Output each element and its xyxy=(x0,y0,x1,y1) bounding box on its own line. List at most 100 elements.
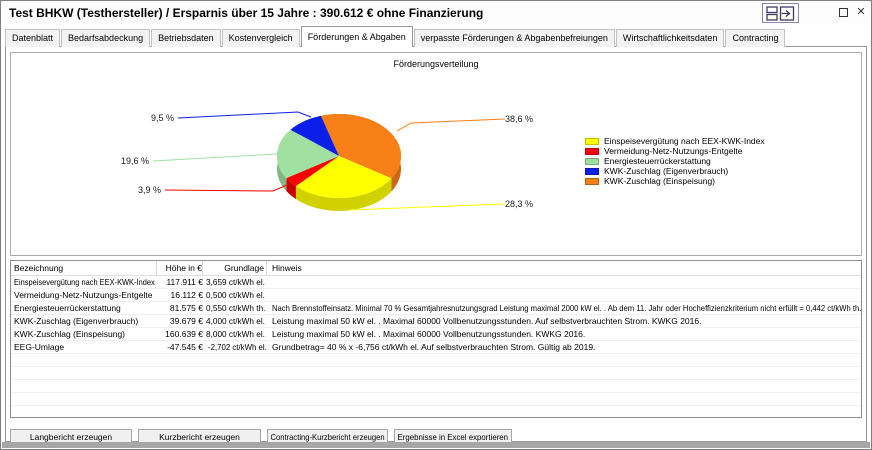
pie-chart xyxy=(152,111,506,211)
button-label: Ergebnisse in Excel exportieren xyxy=(397,432,509,442)
table-row[interactable] xyxy=(11,393,861,406)
table-cell-text: 8,000 ct/kWh el. xyxy=(206,329,265,339)
table-cell xyxy=(267,406,861,417)
table-cell xyxy=(203,406,267,417)
table-cell: 0,550 ct/kWh th. xyxy=(203,302,267,314)
table-cell: KWK-Zuschlag (Eigenverbrauch) xyxy=(11,315,157,327)
tab-6[interactable]: verpasste Förderungen & Abgabenbefreiung… xyxy=(413,29,615,47)
table-cell xyxy=(157,393,203,405)
legend-label: KWK-Zuschlag (Eigenverbrauch) xyxy=(604,166,729,176)
table-cell-text: Grundbetrag= 40 % x -6,756 ct/kWh el. Au… xyxy=(272,342,596,352)
pie-label-line xyxy=(348,203,506,211)
legend-swatch-icon xyxy=(585,147,599,155)
window-layout-button[interactable] xyxy=(762,3,799,23)
table-cell-text: KWK-Zuschlag (Eigenverbrauch) xyxy=(14,316,139,326)
tab-1[interactable]: Datenblatt xyxy=(5,29,61,47)
table-cell xyxy=(267,354,861,366)
legend-item: KWK-Zuschlag (Eigenverbrauch) xyxy=(585,166,765,176)
table-cell xyxy=(11,354,157,366)
tab-4[interactable]: Kostenvergleich xyxy=(221,29,300,47)
table-cell xyxy=(203,367,267,379)
table-cell xyxy=(157,380,203,392)
legend-item: Energiesteuerrückerstattung xyxy=(585,156,765,166)
table-cell: Leistung maximal 50 kW el. . Maximal 600… xyxy=(267,315,861,327)
table-cell-text: -2,702 ct/kWh el. xyxy=(207,342,267,352)
table-cell-text: Leistung maximal 50 kW el. . Maximal 600… xyxy=(272,316,702,326)
title-bar: Test BHKW (Testhersteller) / Ersparnis ü… xyxy=(2,1,870,25)
results-table: Bezeichnung Höhe in € Grundlage Hinweis … xyxy=(10,260,862,418)
table-row[interactable] xyxy=(11,367,861,380)
legend-label: KWK-Zuschlag (Einspeisung) xyxy=(604,176,716,186)
pie-slice-side xyxy=(286,178,296,200)
column-header-hoehe[interactable]: Höhe in € xyxy=(157,261,203,275)
table-cell-text: 3,659 ct/kWh el. xyxy=(206,277,265,287)
column-header-grundlage[interactable]: Grundlage xyxy=(203,261,267,275)
table-cell-text: Leistung maximal 50 kW el. . Maximal 600… xyxy=(272,329,586,339)
table-cell xyxy=(267,380,861,392)
table-cell xyxy=(267,289,861,301)
table-row[interactable]: KWK-Zuschlag (Eigenverbrauch) 39.679 €4,0… xyxy=(11,315,861,328)
table-cell: Nach Brennstoffeinsatz. Minimal 70 % Ges… xyxy=(267,302,861,314)
pie-percent-label: 19,6 % xyxy=(120,156,149,166)
table-cell: KWK-Zuschlag (Einspeisung) xyxy=(11,328,157,340)
table-cell: Einspeisevergütung nach EEX-KWK-Index xyxy=(11,276,157,288)
tab-5[interactable]: Förderungen & Abgaben xyxy=(300,26,413,47)
table-row[interactable] xyxy=(11,354,861,367)
pie-label-line xyxy=(152,153,278,162)
column-header-bezeichnung[interactable]: Bezeichnung xyxy=(11,261,157,275)
pie-label-line xyxy=(164,184,288,192)
table-row[interactable] xyxy=(11,380,861,393)
table-cell: 160.639 € xyxy=(157,328,203,340)
table-cell: EEG-Umlage xyxy=(11,341,157,353)
table-cell xyxy=(157,406,203,417)
pie-percent-label: 9,5 % xyxy=(150,113,174,123)
table-header: Bezeichnung Höhe in € Grundlage Hinweis xyxy=(11,261,861,276)
tab-3[interactable]: Betriebsdaten xyxy=(151,29,221,47)
table-cell-text: EEG-Umlage xyxy=(14,342,65,352)
table-cell-text: Energiesteuerrückerstattung xyxy=(14,303,121,313)
table-cell-text: Einspeisevergütung nach EEX-KWK-Index xyxy=(14,277,155,287)
column-header-hinweis[interactable]: Hinweis xyxy=(272,263,302,273)
table-cell-text: 39.679 € xyxy=(169,316,203,326)
table-row[interactable]: Vermeidung-Netz-Nutzungs-Entgelte 16.112 … xyxy=(11,289,861,302)
legend-item: Einspeisevergütung nach EEX-KWK-Index xyxy=(585,136,765,146)
chart-legend: Einspeisevergütung nach EEX-KWK-Index Ver… xyxy=(585,136,765,186)
table-cell xyxy=(157,367,203,379)
table-cell xyxy=(11,367,157,379)
table-cell-text: 81.575 € xyxy=(169,303,203,313)
table-body: Einspeisevergütung nach EEX-KWK-Index 117… xyxy=(11,276,861,417)
table-cell: Energiesteuerrückerstattung xyxy=(11,302,157,314)
pie-label-line xyxy=(177,111,312,119)
tab-page: Förderungsverteilung Einspeisevergütung … xyxy=(5,46,867,445)
table-cell xyxy=(203,354,267,366)
table-cell xyxy=(11,406,157,417)
window-bottom-edge xyxy=(2,442,870,448)
table-row[interactable]: Energiesteuerrückerstattung 81.575 €0,550… xyxy=(11,302,861,315)
table-cell-text: 160.639 € xyxy=(165,329,203,339)
tab-7[interactable]: Wirtschaftlichkeitsdaten xyxy=(615,29,725,47)
table-row[interactable] xyxy=(11,406,861,417)
tab-2[interactable]: Bedarfsabdeckung xyxy=(61,29,151,47)
table-cell: -47.545 € xyxy=(157,341,203,353)
button-label: Kurzbericht erzeugen xyxy=(159,432,240,442)
chart-title: Förderungsverteilung xyxy=(393,59,479,69)
table-row[interactable]: Einspeisevergütung nach EEX-KWK-Index 117… xyxy=(11,276,861,289)
table-cell xyxy=(267,276,861,288)
table-row[interactable]: EEG-Umlage -47.545 € -2,702 ct/kWh el. Grun… xyxy=(11,341,861,354)
table-row[interactable]: KWK-Zuschlag (Einspeisung) 160.639 €8,000… xyxy=(11,328,861,341)
window-layout-icon xyxy=(766,5,795,21)
close-button[interactable]: ✕ xyxy=(856,6,866,18)
tab-8[interactable]: Contracting xyxy=(725,29,786,47)
legend-label: Einspeisevergütung nach EEX-KWK-Index xyxy=(604,136,765,146)
table-cell xyxy=(267,393,861,405)
window-title: Test BHKW (Testhersteller) / Ersparnis ü… xyxy=(9,6,484,20)
pie-slice xyxy=(286,156,339,187)
table-cell xyxy=(11,380,157,392)
table-cell-text: 0,550 ct/kWh th. xyxy=(205,303,265,313)
pie-label-line xyxy=(396,118,506,132)
table-cell: Leistung maximal 50 kW el. . Maximal 600… xyxy=(267,328,861,340)
table-cell xyxy=(11,393,157,405)
table-cell-text: 4,000 ct/kWh el. xyxy=(206,316,265,326)
maximize-button[interactable] xyxy=(836,5,850,20)
